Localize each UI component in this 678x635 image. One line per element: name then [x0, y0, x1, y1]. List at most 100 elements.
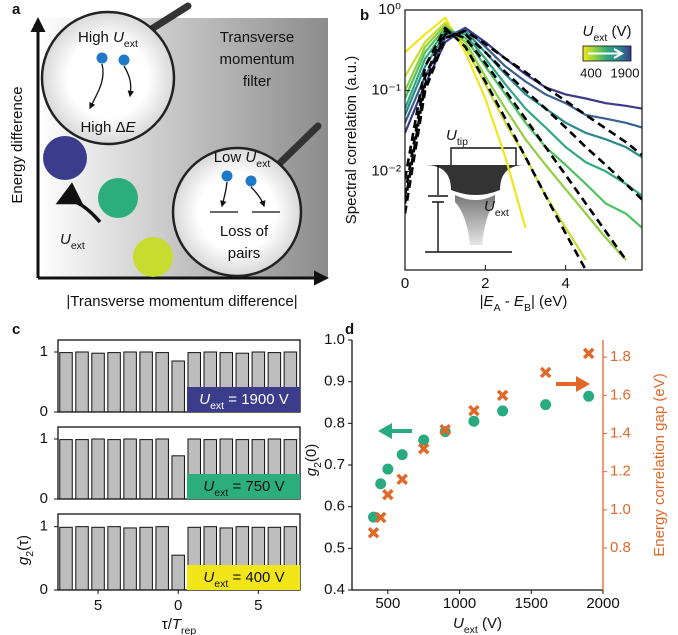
point	[539, 366, 552, 379]
text-run: U	[582, 23, 593, 40]
point	[582, 347, 595, 360]
x-tick-label: 500	[375, 595, 400, 612]
text-run: = 750 V	[228, 478, 284, 495]
plot-frame	[404, 9, 643, 271]
x-tick-label: 2000	[586, 595, 619, 612]
annotation-box	[187, 565, 300, 590]
energy-arrow	[123, 65, 135, 98]
schematic	[30, 2, 329, 286]
x-tick-label: 1500	[515, 595, 548, 612]
text-run: g	[303, 467, 320, 476]
bar	[155, 438, 169, 500]
bar	[59, 352, 73, 413]
point	[375, 478, 387, 490]
bar	[155, 526, 169, 591]
text-run: -	[501, 293, 514, 310]
y-tick-label: 1	[40, 343, 48, 360]
filter-label: momentum	[219, 51, 294, 68]
plot-frame	[57, 339, 301, 413]
x-axis-label: τ/Trep	[162, 616, 197, 635]
text-run: (τ)	[15, 535, 32, 551]
text-run: Low	[214, 149, 246, 166]
y-tick-label: 0.6	[324, 498, 345, 515]
y-tick-label: 10⁻¹	[371, 82, 401, 99]
y-tick-label: 0	[40, 403, 48, 420]
plot-area	[405, 16, 642, 270]
annotation: Uext = 1900 V	[199, 391, 289, 412]
plot-frame	[57, 513, 301, 591]
y-axis-label: g2(τ)	[15, 535, 36, 565]
point	[396, 449, 408, 461]
bar	[123, 527, 137, 591]
tip-cup	[425, 165, 525, 195]
point	[418, 434, 430, 446]
text-run: ext	[464, 624, 478, 635]
bar	[91, 352, 105, 413]
x-axis-label: |EA - EB| (eV)	[480, 293, 568, 314]
y2-tick-label: 1.4	[610, 424, 631, 441]
text-run: rep	[181, 625, 196, 635]
y2-tick-label: 1.6	[610, 386, 631, 403]
particle	[96, 52, 108, 64]
y-tick-label: 0	[40, 581, 48, 598]
text-run: E	[126, 119, 137, 136]
panel-label: d	[345, 321, 354, 338]
text-run: τ/	[162, 616, 173, 633]
point	[382, 463, 394, 475]
fit-line	[405, 29, 627, 261]
panel-label: a	[12, 1, 21, 18]
text-run: High Δ	[80, 119, 125, 136]
wire	[450, 147, 517, 165]
bar	[139, 351, 153, 413]
bar	[107, 526, 121, 591]
source	[428, 165, 448, 252]
text-run: High	[78, 29, 113, 46]
text-run: (V)	[478, 615, 502, 632]
loss-label: pairs	[228, 245, 261, 262]
particle	[221, 170, 233, 182]
point	[382, 488, 394, 501]
text-run: U	[203, 569, 214, 586]
text-run: U	[199, 391, 210, 408]
bar	[59, 526, 73, 591]
text-run: (0)	[303, 444, 320, 462]
point	[583, 390, 595, 402]
fit-line	[405, 29, 642, 214]
text-run: ext	[593, 32, 607, 44]
y-axis-label: g2(0)	[303, 444, 324, 477]
bar	[171, 455, 185, 500]
high-u-label: High Uext	[78, 29, 138, 50]
text-run: E	[514, 293, 525, 310]
y-axis-label: Spectral correlation (a.u.)	[343, 56, 360, 224]
y-tick-label: 0.9	[324, 373, 345, 390]
particle	[118, 54, 130, 66]
text-run: U	[113, 29, 124, 46]
annotation: Uext = 400 V	[203, 569, 284, 590]
data-line	[405, 21, 587, 261]
data-line	[405, 26, 642, 129]
particle	[245, 175, 257, 187]
axis-arrow-head	[576, 376, 590, 392]
y2-tick-label: 1.2	[610, 463, 631, 480]
inset-ext-label: Uext	[484, 198, 509, 219]
bar	[155, 352, 169, 413]
text-run: = 400 V	[228, 569, 284, 586]
point	[496, 389, 509, 402]
y-tick-label: 0	[40, 490, 48, 507]
x-tick-label: 5	[94, 597, 102, 614]
circuit-inset	[425, 147, 525, 253]
point	[417, 443, 430, 455]
bar	[91, 526, 105, 591]
annotation-box	[187, 474, 300, 499]
bar	[107, 352, 121, 413]
text-run: ext	[495, 207, 509, 219]
x-tick-label: 0	[174, 597, 182, 614]
y-tick-label: 0.8	[324, 414, 345, 431]
text-run: U	[60, 231, 71, 248]
energy-arrow	[250, 186, 266, 208]
y2-tick-label: 1.8	[610, 348, 631, 365]
colorbar-tick-label: 400	[580, 65, 602, 80]
x-tick-label: 4	[562, 275, 570, 292]
data-line	[405, 16, 527, 229]
point	[497, 405, 509, 417]
